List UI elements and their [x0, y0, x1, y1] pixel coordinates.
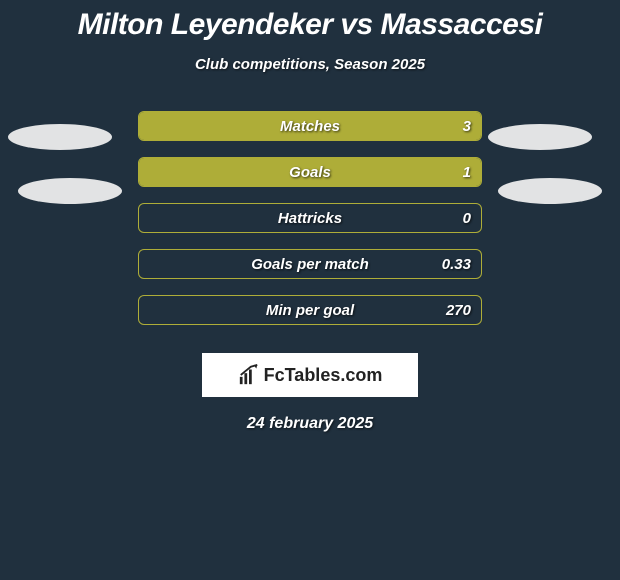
decor-ellipse	[498, 178, 602, 204]
stat-label: Hattricks	[139, 210, 481, 227]
logo-box: FcTables.com	[202, 353, 418, 397]
stat-value: 3	[463, 118, 471, 135]
decor-ellipse	[8, 124, 112, 150]
subtitle: Club competitions, Season 2025	[0, 56, 620, 73]
date-label: 24 february 2025	[0, 415, 620, 433]
decor-ellipse	[18, 178, 122, 204]
stat-label: Min per goal	[139, 302, 481, 319]
stat-row: Min per goal270	[138, 295, 482, 325]
stat-value: 1	[463, 164, 471, 181]
stat-value: 270	[446, 302, 471, 319]
stat-value: 0	[463, 210, 471, 227]
chart-icon	[238, 364, 260, 386]
stat-row: Goals1	[138, 157, 482, 187]
page-title: Milton Leyendeker vs Massaccesi	[0, 0, 620, 42]
logo-label: FcTables.com	[264, 365, 383, 386]
stat-row: Goals per match0.33	[138, 249, 482, 279]
stat-value: 0.33	[442, 256, 471, 273]
stat-row: Hattricks0	[138, 203, 482, 233]
stat-label: Goals	[139, 164, 481, 181]
stat-label: Goals per match	[139, 256, 481, 273]
decor-ellipse	[488, 124, 592, 150]
stat-row: Matches3	[138, 111, 482, 141]
logo: FcTables.com	[238, 364, 383, 386]
stat-label: Matches	[139, 118, 481, 135]
